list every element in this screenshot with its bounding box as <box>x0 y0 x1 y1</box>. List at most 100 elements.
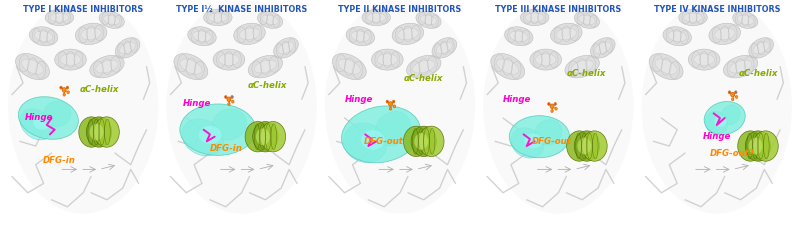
Text: DFG-out: DFG-out <box>364 137 404 146</box>
Ellipse shape <box>753 42 769 54</box>
Ellipse shape <box>574 131 599 161</box>
Ellipse shape <box>411 126 437 156</box>
Ellipse shape <box>594 42 610 54</box>
Ellipse shape <box>550 104 554 109</box>
Ellipse shape <box>705 111 728 135</box>
Ellipse shape <box>714 28 735 40</box>
Ellipse shape <box>386 101 388 103</box>
Text: αC-helix: αC-helix <box>404 74 443 83</box>
Ellipse shape <box>554 102 557 105</box>
Ellipse shape <box>81 28 102 40</box>
Ellipse shape <box>524 134 542 148</box>
Ellipse shape <box>678 9 707 26</box>
Ellipse shape <box>75 23 107 45</box>
Ellipse shape <box>367 13 386 22</box>
Text: TYPE IV KINASE INHIBITORS: TYPE IV KINASE INHIBITORS <box>654 5 780 14</box>
Ellipse shape <box>253 122 278 152</box>
Ellipse shape <box>245 122 270 152</box>
Ellipse shape <box>60 87 62 88</box>
Text: DFG-in: DFG-in <box>43 156 76 164</box>
Ellipse shape <box>733 11 758 28</box>
Text: Hinge: Hinge <box>702 132 731 141</box>
Ellipse shape <box>103 15 120 25</box>
Ellipse shape <box>550 23 582 45</box>
Ellipse shape <box>714 116 726 127</box>
Ellipse shape <box>386 100 389 103</box>
Ellipse shape <box>66 86 69 89</box>
Ellipse shape <box>325 0 475 214</box>
Ellipse shape <box>497 59 518 74</box>
Ellipse shape <box>362 9 390 26</box>
Ellipse shape <box>688 49 720 70</box>
Ellipse shape <box>8 0 158 214</box>
Ellipse shape <box>418 126 444 156</box>
Text: TYPE II KINASE INHIBITORS: TYPE II KINASE INHIBITORS <box>338 5 462 14</box>
Ellipse shape <box>684 13 702 22</box>
Ellipse shape <box>231 96 233 98</box>
Ellipse shape <box>96 60 118 73</box>
Ellipse shape <box>254 60 277 73</box>
Ellipse shape <box>728 91 730 94</box>
Ellipse shape <box>548 102 550 105</box>
Ellipse shape <box>436 42 452 54</box>
Ellipse shape <box>213 49 245 70</box>
Text: Hinge: Hinge <box>25 114 53 122</box>
Ellipse shape <box>239 28 260 40</box>
Ellipse shape <box>180 104 256 155</box>
Ellipse shape <box>218 54 239 65</box>
Ellipse shape <box>60 54 81 65</box>
Ellipse shape <box>342 106 421 163</box>
Text: αC-helix: αC-helix <box>567 69 606 78</box>
Ellipse shape <box>668 31 686 42</box>
Ellipse shape <box>260 122 286 152</box>
Ellipse shape <box>416 11 441 28</box>
Ellipse shape <box>225 95 227 98</box>
Ellipse shape <box>377 54 398 65</box>
Ellipse shape <box>180 59 202 74</box>
Ellipse shape <box>15 54 50 80</box>
Text: TYPE I½  KINASE INHIBITORS: TYPE I½ KINASE INHIBITORS <box>176 5 307 14</box>
Ellipse shape <box>30 27 58 46</box>
Ellipse shape <box>753 131 778 161</box>
Ellipse shape <box>227 97 231 102</box>
Ellipse shape <box>526 13 544 22</box>
Ellipse shape <box>174 54 208 80</box>
Ellipse shape <box>414 133 428 150</box>
Ellipse shape <box>749 38 774 58</box>
Ellipse shape <box>34 115 51 130</box>
Text: DFG-in: DFG-in <box>210 144 242 153</box>
Text: αC-helix: αC-helix <box>738 69 778 78</box>
Ellipse shape <box>535 54 556 65</box>
Ellipse shape <box>735 91 737 93</box>
Ellipse shape <box>392 100 395 103</box>
Ellipse shape <box>483 0 634 214</box>
Ellipse shape <box>642 0 792 214</box>
Ellipse shape <box>398 28 418 40</box>
Ellipse shape <box>278 42 294 54</box>
Ellipse shape <box>649 54 683 80</box>
Ellipse shape <box>188 27 216 46</box>
Ellipse shape <box>709 23 741 45</box>
Ellipse shape <box>209 13 227 22</box>
Ellipse shape <box>361 130 385 150</box>
Ellipse shape <box>18 97 78 139</box>
Ellipse shape <box>231 95 234 98</box>
Text: Hinge: Hinge <box>183 100 211 109</box>
Ellipse shape <box>704 101 746 135</box>
Ellipse shape <box>432 38 457 58</box>
Ellipse shape <box>655 59 677 74</box>
Ellipse shape <box>393 101 394 103</box>
Ellipse shape <box>737 15 754 25</box>
Ellipse shape <box>78 117 104 147</box>
Ellipse shape <box>22 59 43 74</box>
Ellipse shape <box>351 31 370 42</box>
Ellipse shape <box>232 100 234 103</box>
Text: TYPE I KINASE INHIBITORS: TYPE I KINASE INHIBITORS <box>23 5 143 14</box>
Ellipse shape <box>420 15 437 25</box>
Ellipse shape <box>554 107 558 110</box>
Ellipse shape <box>45 9 74 26</box>
Ellipse shape <box>582 131 607 161</box>
Ellipse shape <box>738 131 763 161</box>
Ellipse shape <box>86 117 112 147</box>
Ellipse shape <box>735 95 738 98</box>
